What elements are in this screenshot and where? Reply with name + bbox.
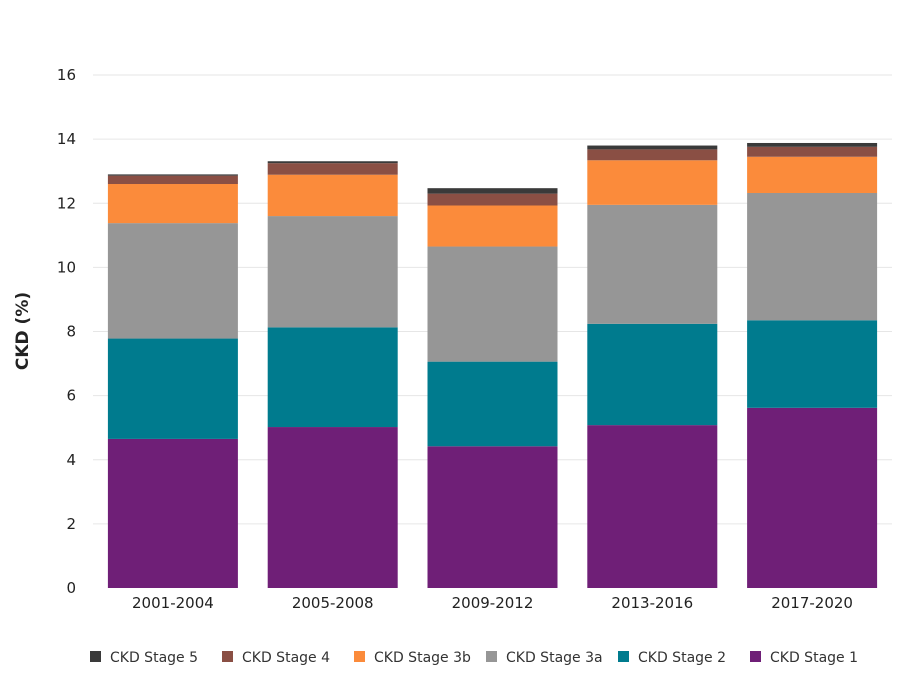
legend-swatch [222,651,233,662]
bar-segment-ckd-stage-3b-2013-2016[interactable] [587,160,718,205]
x-tick-label: 2013-2016 [611,594,693,612]
bar-segment-ckd-stage-5-2017-2020[interactable] [747,142,878,147]
y-tick-label: 6 [66,387,76,405]
bar-segment-ckd-stage-5-2001-2004[interactable] [107,174,238,176]
legend-label: CKD Stage 4 [242,650,330,666]
bar-segment-ckd-stage-4-2005-2008[interactable] [267,163,398,175]
bar-segment-ckd-stage-1-2009-2012[interactable] [427,446,558,588]
y-tick-label: 4 [66,451,76,469]
y-tick-label: 8 [66,323,76,341]
legend-swatch [354,651,365,662]
legend-swatch [750,651,761,662]
bar-segment-ckd-stage-3a-2013-2016[interactable] [587,204,718,324]
bar-segment-ckd-stage-3a-2009-2012[interactable] [427,246,558,362]
legend-item-ckd-stage-2[interactable]: CKD Stage 2 [618,650,726,666]
legend-swatch [486,651,497,662]
legend: CKD Stage 5 CKD Stage 4 CKD Stage 3b CKD St… [90,650,858,666]
bar-segment-ckd-stage-3b-2001-2004[interactable] [107,184,238,224]
y-tick-label: 10 [57,258,76,276]
bar-segment-ckd-stage-4-2009-2012[interactable] [427,193,558,206]
bar-segment-ckd-stage-2-2001-2004[interactable] [107,338,238,439]
bar-segment-ckd-stage-2-2005-2008[interactable] [267,327,398,428]
legend-swatch [90,651,101,662]
legend-label: CKD Stage 3b [374,650,471,666]
y-axis-ticks: 0 2 4 6 8 10 12 14 16 [57,66,76,597]
y-tick-label: 2 [66,515,76,533]
bar-segment-ckd-stage-5-2005-2008[interactable] [267,161,398,164]
legend-label: CKD Stage 1 [770,650,858,666]
bar-segment-ckd-stage-2-2013-2016[interactable] [587,323,718,426]
legend-label: CKD Stage 3a [506,650,603,666]
y-tick-label: 14 [57,130,76,148]
legend-label: CKD Stage 2 [638,650,726,666]
bar-segment-ckd-stage-1-2013-2016[interactable] [587,425,718,588]
bar-segment-ckd-stage-4-2001-2004[interactable] [107,175,238,185]
legend-item-ckd-stage-1[interactable]: CKD Stage 1 [750,650,858,666]
bar-segment-ckd-stage-1-2005-2008[interactable] [267,427,398,588]
x-tick-label: 2005-2008 [292,594,374,612]
x-tick-label: 2001-2004 [132,594,214,612]
y-tick-label: 16 [57,66,76,84]
legend-item-ckd-stage-3a[interactable]: CKD Stage 3a [486,650,603,666]
legend-item-ckd-stage-5[interactable]: CKD Stage 5 [90,650,198,666]
bar-segment-ckd-stage-4-2013-2016[interactable] [587,149,718,161]
bar-segment-ckd-stage-4-2017-2020[interactable] [747,146,878,157]
bar-segment-ckd-stage-1-2001-2004[interactable] [107,438,238,588]
x-tick-label: 2009-2012 [452,594,534,612]
legend-item-ckd-stage-3b[interactable]: CKD Stage 3b [354,650,471,666]
legend-swatch [618,651,629,662]
bar-segment-ckd-stage-5-2009-2012[interactable] [427,188,558,194]
bar-segment-ckd-stage-3b-2017-2020[interactable] [747,156,878,193]
bar-segment-ckd-stage-3a-2001-2004[interactable] [107,223,238,339]
y-tick-label: 12 [57,194,76,212]
y-axis-title: CKD (%) [13,292,33,370]
bar-segment-ckd-stage-2-2009-2012[interactable] [427,361,558,447]
bar-segment-ckd-stage-3a-2017-2020[interactable] [747,192,878,321]
y-tick-label: 0 [66,579,76,597]
bar-segment-ckd-stage-1-2017-2020[interactable] [747,407,878,588]
bar-segment-ckd-stage-5-2013-2016[interactable] [587,145,718,150]
legend-label: CKD Stage 5 [110,650,198,666]
legend-item-ckd-stage-4[interactable]: CKD Stage 4 [222,650,330,666]
bar-segment-ckd-stage-2-2017-2020[interactable] [747,320,878,408]
bar-segment-ckd-stage-3a-2005-2008[interactable] [267,216,398,328]
x-axis-ticks: 2001-2004 2005-2008 2009-2012 2013-2016 2017… [132,594,853,612]
x-tick-label: 2017-2020 [771,594,853,612]
bars [107,142,878,588]
bar-segment-ckd-stage-3b-2005-2008[interactable] [267,174,398,217]
bar-segment-ckd-stage-3b-2009-2012[interactable] [427,205,558,247]
